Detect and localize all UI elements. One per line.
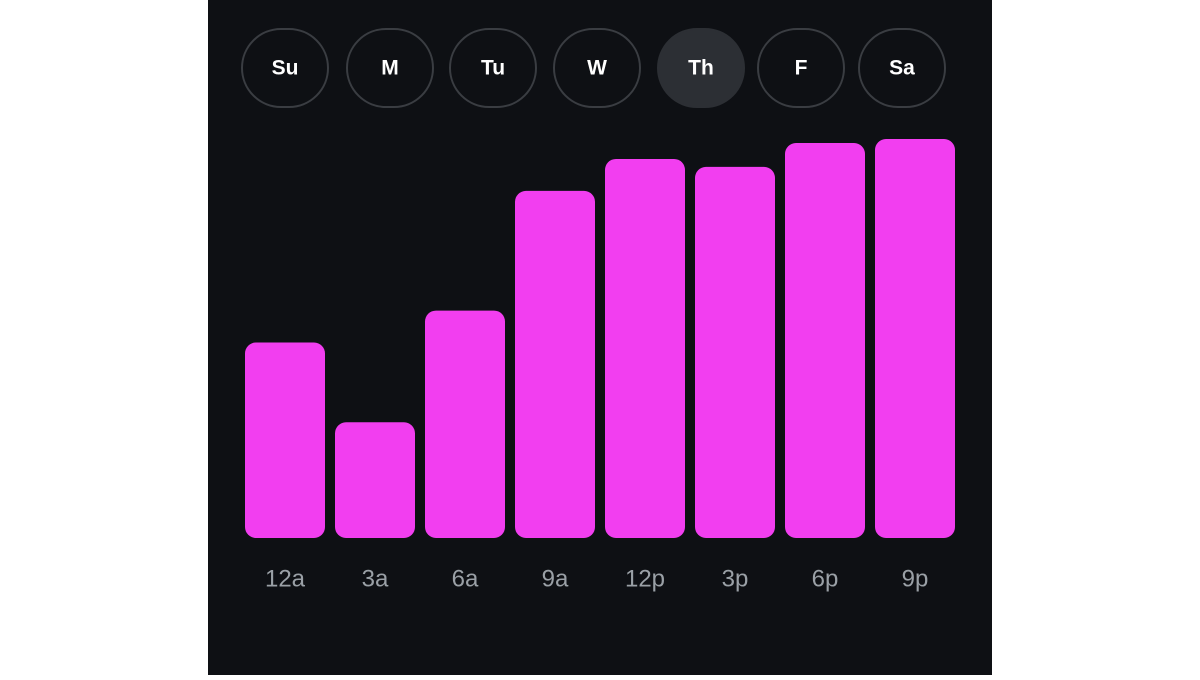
panel — [208, 0, 992, 675]
day-tab-label[interactable]: Th — [688, 57, 714, 80]
x-tick-label: 9a — [542, 565, 569, 592]
day-tab[interactable] — [241, 28, 329, 108]
bar — [245, 342, 325, 538]
bar — [605, 158, 685, 538]
x-tick-label: 12a — [265, 565, 306, 592]
bar — [515, 190, 595, 538]
day-tab[interactable] — [757, 28, 845, 108]
bar — [785, 142, 865, 539]
day-tab[interactable] — [449, 28, 537, 108]
x-tick-label: 6a — [452, 565, 479, 592]
day-tab[interactable] — [657, 28, 745, 108]
day-tab[interactable] — [346, 28, 434, 108]
x-tick-label: 12p — [625, 565, 665, 592]
x-tick-label: 6p — [812, 565, 839, 592]
bar — [695, 166, 775, 538]
bar — [335, 422, 415, 538]
x-tick-label: 3a — [362, 565, 389, 592]
day-tab-label[interactable]: W — [587, 57, 607, 80]
day-tab-label[interactable]: Tu — [481, 57, 505, 80]
day-tab-label[interactable]: Sa — [889, 57, 915, 80]
x-tick-label: 3p — [722, 565, 749, 592]
bar — [425, 310, 505, 538]
bar — [875, 139, 955, 538]
day-tab-label[interactable]: F — [795, 57, 808, 80]
day-tab[interactable] — [553, 28, 641, 108]
x-tick-label: 9p — [902, 565, 929, 592]
day-tab-label[interactable]: M — [381, 57, 399, 80]
day-tab-label[interactable]: Su — [272, 57, 299, 80]
day-tab[interactable] — [858, 28, 946, 108]
